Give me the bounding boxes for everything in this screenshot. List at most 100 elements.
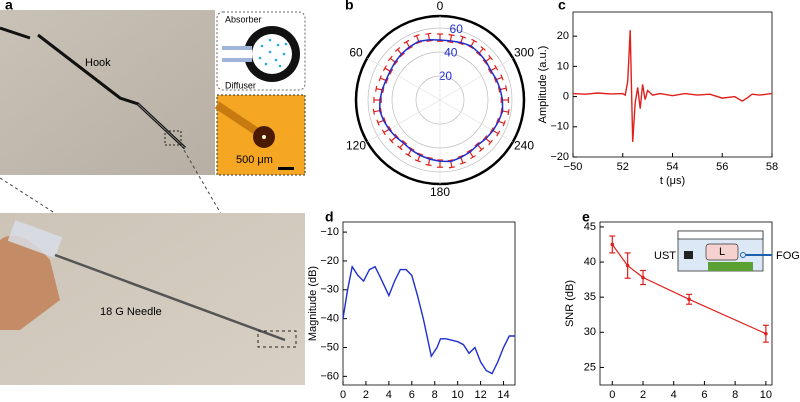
- error-cap: [375, 85, 378, 92]
- scale-bar: [278, 167, 294, 170]
- x-tick-label: 4: [671, 389, 677, 401]
- tip-core: [262, 135, 266, 139]
- error-cap: [408, 146, 415, 151]
- y-tick-label: 35: [584, 291, 596, 303]
- x-tick-label: 2: [363, 389, 369, 401]
- error-cap: [372, 108, 375, 115]
- error-cap: [496, 130, 501, 137]
- data-line: [342, 264, 515, 375]
- axes-frame: [572, 11, 773, 158]
- theta-tick-label: 300: [514, 46, 534, 60]
- panel-letter: b: [345, 0, 354, 13]
- error-cap: [382, 86, 385, 94]
- error-cap: [382, 65, 387, 72]
- x-tick-label: 6: [409, 389, 415, 401]
- hook-label: Hook: [85, 57, 111, 69]
- error-cap: [494, 64, 499, 71]
- x-tick-label: 10: [452, 389, 464, 401]
- theta-tick-label: 60: [349, 46, 363, 60]
- panel-letter: a: [5, 0, 13, 13]
- error-cap: [425, 163, 432, 167]
- error-cap: [471, 38, 478, 43]
- error-cap: [394, 47, 401, 52]
- theta-tick-label: 240: [514, 139, 534, 153]
- point: [610, 242, 615, 247]
- r-tick-label: 40: [444, 45, 458, 59]
- error-cap: [497, 86, 501, 93]
- error-cap: [447, 40, 454, 44]
- panel-letter: d: [325, 209, 334, 225]
- point: [687, 297, 691, 302]
- error-cap: [385, 77, 389, 84]
- fiber: [137, 103, 186, 149]
- absorber-label: Absorber: [225, 14, 262, 24]
- y-tick-label: 20: [557, 30, 569, 42]
- error-cap: [488, 139, 493, 146]
- distance-box: [705, 243, 739, 261]
- polar-line: [378, 38, 504, 163]
- axes-frame: [599, 221, 773, 386]
- error-cap: [480, 46, 486, 51]
- axes-frame: [342, 221, 516, 386]
- error-cap: [470, 155, 476, 160]
- x-tick-label: 8: [432, 389, 438, 401]
- x-axis-label: t (μs): [660, 175, 685, 187]
- error-cap: [448, 33, 455, 37]
- r-tick-label: 60: [450, 22, 464, 36]
- error-cap: [426, 39, 433, 43]
- y-tick-label: −50: [320, 341, 339, 353]
- error-cap: [387, 55, 393, 62]
- x-tick-label: 4: [386, 389, 392, 401]
- error-cap: [487, 68, 492, 75]
- point: [764, 331, 768, 336]
- scatterers: [258, 38, 288, 68]
- error-cap: [405, 153, 412, 158]
- error-cap: [459, 35, 467, 39]
- r-tick-label: 20: [439, 69, 453, 83]
- theta-grid: [439, 99, 513, 143]
- x-tick-label: −50: [564, 161, 583, 173]
- error-cap: [488, 54, 493, 61]
- inset-base: [708, 262, 753, 271]
- x-tick-label: 0: [340, 389, 346, 401]
- error-cap: [448, 166, 455, 169]
- error-cap: [376, 119, 380, 126]
- x-tick-label: 10: [760, 389, 772, 401]
- x-tick-label: 2: [640, 389, 646, 401]
- error-cap: [425, 32, 432, 35]
- error-cap: [478, 147, 485, 153]
- hook-photo: [0, 10, 215, 175]
- x-tick-label: 14: [497, 389, 509, 401]
- y-tick-label: −60: [320, 370, 339, 382]
- transducer: [684, 251, 693, 259]
- scale-label: 500 μm: [236, 154, 273, 166]
- error-cap: [459, 161, 467, 165]
- y-axis-label: Amplitude (a.u.): [537, 46, 549, 124]
- x-tick-label: 8: [732, 389, 738, 401]
- error-cap: [383, 117, 387, 124]
- inset-label: L: [719, 246, 725, 258]
- inset-top: [677, 230, 764, 240]
- y-axis-label: Magnitude (dB): [307, 266, 319, 341]
- x-tick-label: 54: [666, 161, 678, 173]
- error-cap: [457, 42, 464, 46]
- error-cap: [381, 129, 386, 136]
- error-cap: [457, 154, 464, 158]
- error-cap: [379, 107, 383, 114]
- error-cap: [413, 34, 420, 38]
- error-cap: [399, 52, 405, 58]
- error-cap: [388, 138, 394, 144]
- inset-label: FOG: [776, 250, 800, 262]
- inset-label: UST: [654, 250, 676, 262]
- theta-tick-label: 0: [437, 0, 444, 13]
- error-cap: [493, 76, 497, 83]
- y-tick-label: −10: [550, 121, 569, 133]
- panel-letter: e: [582, 209, 590, 225]
- error-cap: [507, 109, 510, 116]
- y-tick-label: 45: [584, 221, 596, 233]
- error-cap: [502, 120, 506, 127]
- x-tick-label: 6: [701, 389, 707, 401]
- y-tick-label: 25: [584, 361, 596, 373]
- error-cap: [407, 46, 413, 51]
